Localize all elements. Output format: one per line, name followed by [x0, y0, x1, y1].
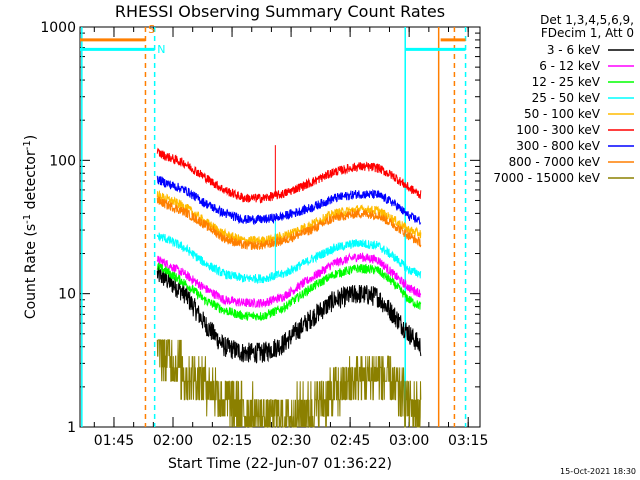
- series-line: [156, 147, 422, 204]
- x-tick-label: 02:15: [212, 433, 252, 449]
- x-tick-label: 03:00: [389, 433, 429, 449]
- x-tick-label: 02:45: [330, 433, 370, 449]
- x-tick-label: 02:00: [153, 433, 193, 449]
- y-tick-label: 100: [49, 153, 76, 169]
- legend-label: 800 - 7000 keV: [509, 155, 601, 169]
- legend-label: 300 - 800 keV: [516, 139, 600, 153]
- saa-label: S: [148, 23, 155, 36]
- series-line: [156, 232, 422, 285]
- legend-label: 100 - 300 keV: [516, 123, 600, 137]
- series-line: [156, 262, 422, 322]
- series-line: [156, 175, 422, 226]
- y-axis-label-group: Count Rate (s-1 detector-1): [22, 135, 40, 319]
- y-tick-label: 1: [67, 420, 76, 436]
- y-tick-label: 10: [58, 287, 76, 303]
- y-axis-label: Count Rate (s-1 detector-1): [22, 135, 40, 319]
- legend-label: 12 - 25 keV: [532, 75, 601, 89]
- x-tick-label: 02:30: [271, 433, 311, 449]
- legend: Det 1,3,4,5,6,9,FDecim 1, Att 0 3 - 6 keV…: [493, 13, 634, 185]
- legend-label: 3 - 6 keV: [547, 43, 601, 57]
- series-lines: [156, 145, 422, 428]
- x-axis-ticks: 01:45 02:00 02:15 02:30 02:45 03:00 03:15: [94, 27, 488, 449]
- series-line: [156, 196, 422, 250]
- legend-label: 25 - 50 keV: [532, 91, 601, 105]
- x-axis-label: Start Time (22-Jun-07 01:36:22): [168, 456, 392, 472]
- footer-date: 15-Oct-2021 18:30: [560, 467, 636, 476]
- plot-frame: [79, 26, 481, 428]
- series-line: [156, 339, 422, 428]
- chart-title: RHESSI Observing Summary Count Rates: [115, 2, 445, 21]
- series-line: [156, 264, 422, 364]
- legend-label: 7000 - 15000 keV: [493, 171, 600, 185]
- legend-label: 50 - 100 keV: [524, 107, 601, 121]
- y-axis-ticks: 1 10 100 1000: [40, 20, 480, 436]
- attenuator-lines: SN: [80, 23, 467, 427]
- y-tick-label: 1000: [40, 20, 76, 36]
- night-label: N: [157, 43, 165, 56]
- legend-header: FDecim 1, Att 0: [541, 26, 634, 40]
- x-tick-label: 01:45: [94, 433, 134, 449]
- legend-label: 6 - 12 keV: [539, 59, 601, 73]
- series-line: [156, 252, 422, 308]
- series-line: [156, 189, 422, 246]
- legend-header: Det 1,3,4,5,6,9,: [540, 13, 634, 27]
- x-tick-label: 03:15: [448, 433, 488, 449]
